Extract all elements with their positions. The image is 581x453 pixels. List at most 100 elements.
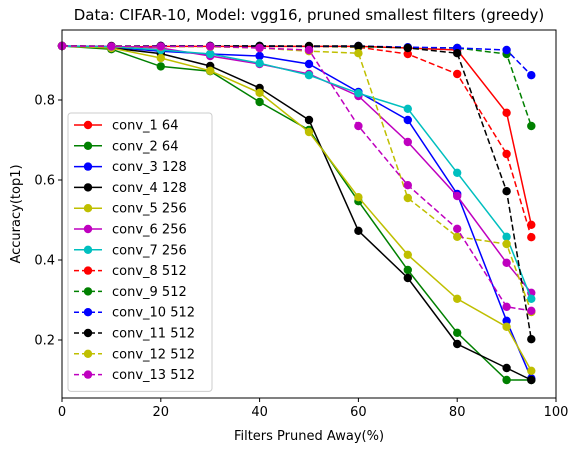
data-point <box>403 181 412 190</box>
data-point <box>304 127 314 137</box>
data-point <box>403 49 412 59</box>
data-point <box>354 49 363 58</box>
data-point <box>453 328 462 337</box>
data-point <box>206 49 215 59</box>
data-point <box>502 45 511 55</box>
legend-box <box>67 112 213 392</box>
legend-marker <box>83 183 93 192</box>
legend-label: conv_5 256 <box>112 202 187 217</box>
data-point <box>453 294 462 303</box>
data-point <box>453 49 462 58</box>
data-point <box>156 62 165 71</box>
legend-entry: conv_9 512 <box>74 285 187 300</box>
x-axis: 0 20 40 60 80 100 <box>58 398 569 420</box>
y-tick-label: 0.6 <box>34 174 55 189</box>
data-point <box>403 137 412 147</box>
data-point <box>453 168 462 177</box>
data-point <box>255 43 264 53</box>
legend-label: conv_8 512 <box>112 264 187 279</box>
legend-label: conv_9 512 <box>112 285 187 300</box>
legend-marker <box>83 204 93 213</box>
chart-title: Data: CIFAR-10, Model: vgg16, pruned sma… <box>74 6 545 24</box>
legend-entry: conv_11 512 <box>74 327 195 342</box>
data-point <box>453 191 462 201</box>
data-point <box>527 335 536 344</box>
legend-label: conv_1 64 <box>112 119 178 134</box>
data-point <box>304 115 314 125</box>
legend-label: conv_3 128 <box>112 160 187 175</box>
data-point <box>502 375 511 385</box>
data-point <box>255 51 264 61</box>
x-tick-label: 20 <box>153 405 170 420</box>
x-tick-label: 80 <box>449 405 466 420</box>
data-point <box>354 226 363 235</box>
data-point <box>156 42 165 51</box>
data-point <box>527 306 536 315</box>
data-point <box>206 42 215 51</box>
legend-marker <box>83 370 93 379</box>
data-point <box>502 316 511 325</box>
data-point <box>502 258 511 267</box>
legend-entry: conv_12 512 <box>74 347 195 362</box>
data-point <box>403 43 412 53</box>
legend-label: conv_4 128 <box>112 181 187 196</box>
legend-marker <box>83 349 93 358</box>
data-point <box>453 339 462 349</box>
series-13 <box>57 41 536 315</box>
x-tick-label: 40 <box>251 405 268 420</box>
legend: conv_1 64 conv_2 64 conv_3 128 conv_4 128 co… <box>67 112 213 392</box>
legend-entry: conv_2 64 <box>74 139 178 154</box>
data-point <box>502 322 511 331</box>
data-point <box>156 53 165 63</box>
data-point <box>527 366 536 375</box>
y-axis: 0.2 0.4 0.6 0.8 <box>34 94 62 349</box>
legend-entry: conv_7 256 <box>74 243 187 258</box>
legend-label: conv_7 256 <box>112 243 187 258</box>
legend-label: conv_11 512 <box>112 327 195 342</box>
data-point <box>255 88 264 98</box>
data-point <box>255 97 264 107</box>
data-point <box>502 232 511 241</box>
data-point <box>527 121 536 131</box>
legend-marker <box>83 120 93 130</box>
legend-marker <box>83 266 93 275</box>
data-point <box>403 265 412 275</box>
data-point <box>502 363 511 373</box>
data-point <box>502 239 511 249</box>
legend-entry: conv_4 128 <box>74 181 187 196</box>
series-5 <box>57 41 536 375</box>
legend-entry: conv_10 512 <box>74 306 195 321</box>
legend-entry: conv_6 256 <box>74 223 187 238</box>
data-point <box>453 69 462 79</box>
x-tick-label: 100 <box>544 405 569 420</box>
plot-area <box>57 41 536 385</box>
data-point <box>304 45 314 55</box>
data-point <box>527 375 536 385</box>
data-point <box>304 71 314 80</box>
legend-marker <box>83 287 93 296</box>
data-point <box>403 115 412 125</box>
x-tick-label: 0 <box>58 405 66 420</box>
legend-label: conv_13 512 <box>112 368 195 383</box>
data-point <box>453 232 462 241</box>
x-axis-label: Filters Pruned Away(%) <box>234 429 384 444</box>
legend-label: conv_2 64 <box>112 139 178 154</box>
y-axis-label: Accuracy(top1) <box>9 164 24 263</box>
legend-label: conv_12 512 <box>112 347 195 362</box>
data-point <box>354 89 363 98</box>
data-point <box>527 294 536 303</box>
y-tick-label: 0.4 <box>34 254 55 269</box>
legend-marker <box>83 308 93 317</box>
data-point <box>527 71 536 80</box>
legend-entry: conv_13 512 <box>74 368 195 383</box>
legend-entry: conv_5 256 <box>74 202 187 217</box>
legend-entry: conv_3 128 <box>74 160 187 175</box>
legend-marker <box>83 162 93 171</box>
data-point <box>255 59 264 68</box>
legend-label: conv_10 512 <box>112 306 195 321</box>
data-point <box>354 121 363 131</box>
data-point <box>354 41 363 51</box>
legend-marker <box>83 245 93 254</box>
data-point <box>206 66 215 76</box>
data-point <box>502 149 511 159</box>
